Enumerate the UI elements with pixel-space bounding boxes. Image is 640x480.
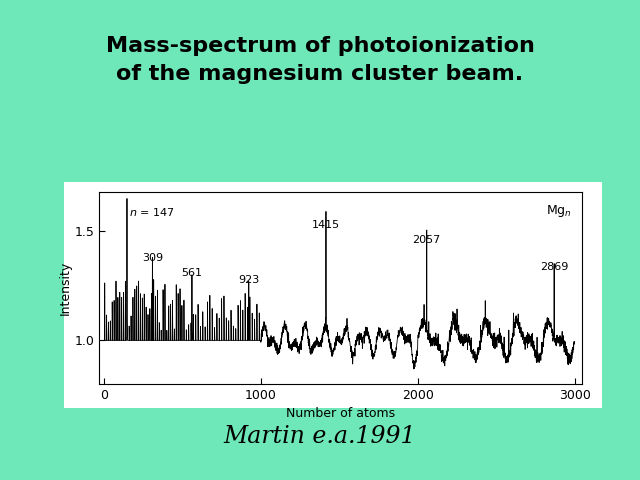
X-axis label: Number of atoms: Number of atoms: [286, 408, 396, 420]
Text: 561: 561: [181, 268, 202, 278]
Text: Mass-spectrum of photoionization: Mass-spectrum of photoionization: [106, 36, 534, 56]
Text: Mg$_n$: Mg$_n$: [546, 203, 572, 219]
Text: 923: 923: [238, 275, 259, 285]
Y-axis label: Intensity: Intensity: [59, 261, 72, 315]
Text: 1415: 1415: [312, 220, 340, 230]
Text: Martin e.a.1991: Martin e.a.1991: [224, 425, 416, 448]
Text: 2869: 2869: [540, 262, 568, 272]
Text: $n$ = 147: $n$ = 147: [129, 206, 175, 218]
Text: 2057: 2057: [413, 236, 441, 245]
Text: 309: 309: [142, 253, 163, 263]
Text: of the magnesium cluster beam.: of the magnesium cluster beam.: [116, 64, 524, 84]
